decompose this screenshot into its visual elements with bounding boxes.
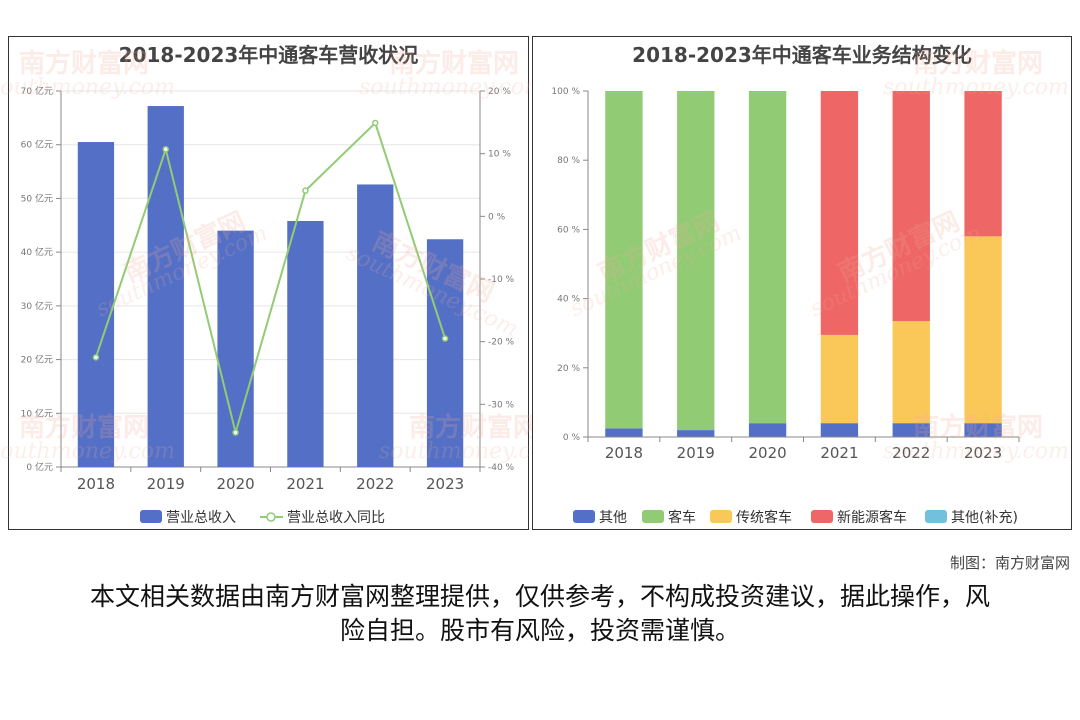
revenue-bar bbox=[217, 230, 254, 467]
x-tick-label: 2023 bbox=[964, 444, 1002, 462]
y-left-tick-label: 30 亿元 bbox=[21, 300, 53, 312]
legend-label-yoy: 营业总收入同比 bbox=[287, 510, 385, 526]
stack-segment bbox=[964, 236, 1002, 424]
stack-segment bbox=[964, 423, 1002, 437]
y-right-tick-label: -30 % bbox=[488, 400, 515, 410]
x-tick-label: 2020 bbox=[216, 475, 254, 493]
x-tick-label: 2021 bbox=[286, 475, 324, 493]
yoy-point bbox=[302, 187, 309, 194]
legend-swatch bbox=[925, 510, 947, 523]
revenue-chart-title: 2018-2023年中通客车营收状况 bbox=[118, 43, 419, 67]
y-right-tick-label: -20 % bbox=[488, 338, 515, 348]
structure-chart-svg: 0 % 20 % 40 % 60 % 80 % 100 % 2018 2019 2020 2021… bbox=[551, 87, 1020, 526]
x-tick-label: 2019 bbox=[677, 444, 715, 462]
x-tick-label: 2020 bbox=[748, 444, 786, 462]
legend-label: 传统客车 bbox=[736, 509, 792, 526]
y-tick-label: 100 % bbox=[551, 87, 580, 97]
legend-label: 其他 bbox=[599, 510, 627, 526]
legend-swatch bbox=[573, 510, 595, 523]
stack-segment bbox=[892, 423, 930, 437]
x-tick-label: 2022 bbox=[892, 444, 930, 462]
y-left-tick-label: 40 亿元 bbox=[21, 246, 53, 258]
y-left-tick-label: 60 亿元 bbox=[21, 139, 53, 151]
legend-label: 客车 bbox=[668, 509, 696, 526]
revenue-bar bbox=[287, 220, 324, 467]
y-left-tick-label: 50 亿元 bbox=[21, 192, 53, 204]
yoy-line bbox=[94, 121, 447, 437]
legend-label-revenue: 营业总收入 bbox=[166, 510, 236, 526]
legend-swatch bbox=[811, 510, 833, 523]
y-left-tick-label: 70 亿元 bbox=[21, 85, 53, 97]
stack-segment bbox=[677, 430, 715, 437]
x-tick-label: 2019 bbox=[147, 475, 185, 493]
y-left-tick-label: 0 亿元 bbox=[26, 461, 53, 473]
revenue-bar bbox=[77, 142, 115, 467]
disclaimer-text: 本文相关数据由南方财富网整理提供，仅供参考，不构成投资建议，据此操作，风险自担。… bbox=[89, 582, 990, 645]
y-tick-label: 80 % bbox=[557, 156, 580, 166]
x-tick-label: 2021 bbox=[820, 444, 858, 462]
stack-segment bbox=[820, 334, 859, 424]
stack-segment bbox=[820, 423, 859, 437]
y-tick-label: 0 % bbox=[563, 433, 581, 443]
stack-segment bbox=[748, 423, 787, 437]
y-tick-label: 20 % bbox=[557, 364, 580, 374]
y-left-tick-label: 10 亿元 bbox=[21, 407, 53, 419]
structure-chart-title: 2018-2023年中通客车业务结构变化 bbox=[632, 43, 972, 67]
stack-segment bbox=[605, 91, 643, 429]
revenue-chart-panel: 2018-2023年中通客车营收状况 0 亿元 10 亿元 20 亿元 30 亿元 40… bbox=[0, 36, 565, 530]
legend-swatch bbox=[710, 510, 732, 523]
y-right-tick-label: 10 % bbox=[488, 150, 511, 160]
x-tick-label: 2023 bbox=[426, 475, 464, 493]
legend-swatch bbox=[642, 510, 664, 523]
stack-segment bbox=[605, 428, 643, 437]
x-tick-label: 2018 bbox=[605, 444, 643, 462]
yoy-point bbox=[372, 119, 379, 127]
yoy-point bbox=[162, 146, 169, 153]
y-tick-label: 40 % bbox=[557, 295, 580, 305]
stack-segment bbox=[820, 91, 859, 335]
legend-swatch-revenue bbox=[140, 510, 162, 523]
y-right-tick-label: 20 % bbox=[488, 87, 511, 97]
stack-segment bbox=[892, 91, 930, 322]
y-tick-label: 60 % bbox=[557, 225, 580, 235]
revenue-bar bbox=[357, 184, 394, 467]
chart-credit: 制图：南方财富网 bbox=[949, 554, 1070, 572]
y-right-tick-label: -10 % bbox=[488, 275, 515, 285]
stack-segment bbox=[964, 91, 1002, 237]
yoy-point bbox=[232, 429, 239, 436]
legend-marker-yoy bbox=[266, 512, 276, 522]
stack-segment bbox=[892, 321, 930, 424]
revenue-chart-svg: 0 亿元 10 亿元 20 亿元 30 亿元 40 亿元 50 亿元 60 亿元 70 亿元 -… bbox=[21, 85, 515, 526]
structure-chart-panel: 2018-2023年中通客车业务结构变化 0 % 20 % 40 % 60 % 80 %… bbox=[532, 36, 1072, 530]
legend-label: 其他(补充) bbox=[951, 510, 1018, 526]
yoy-point bbox=[92, 354, 100, 361]
revenue-bar bbox=[147, 106, 184, 467]
y-right-tick-label: -40 % bbox=[488, 463, 515, 473]
stack-segment bbox=[748, 91, 787, 424]
yoy-point bbox=[441, 335, 449, 342]
legend-label: 新能源客车 bbox=[837, 509, 907, 526]
x-tick-label: 2018 bbox=[77, 475, 115, 493]
y-right-tick-label: 0 % bbox=[488, 212, 506, 222]
x-tick-label: 2022 bbox=[356, 475, 394, 493]
y-left-tick-label: 20 亿元 bbox=[21, 354, 53, 366]
stack-segment bbox=[677, 91, 715, 431]
revenue-bar bbox=[426, 239, 464, 467]
